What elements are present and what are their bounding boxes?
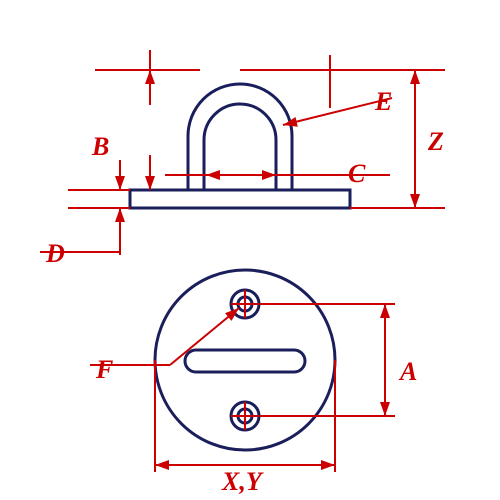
dim-A: A bbox=[260, 304, 417, 416]
plate bbox=[130, 190, 350, 208]
label-C: C bbox=[348, 159, 366, 188]
diagram-canvas: E C B D bbox=[0, 0, 500, 500]
side-view: E C B D bbox=[40, 50, 445, 268]
hole-bottom bbox=[231, 402, 259, 430]
slot bbox=[185, 350, 305, 372]
dim-D: D bbox=[40, 160, 130, 268]
label-Z: Z bbox=[427, 127, 444, 156]
dim-Z: Z bbox=[240, 70, 445, 208]
label-D: D bbox=[45, 239, 65, 268]
label-XY: X,Y bbox=[221, 467, 264, 496]
label-E: E bbox=[374, 87, 392, 116]
label-B: B bbox=[91, 132, 109, 161]
label-F: F bbox=[95, 355, 113, 384]
dim-B: B bbox=[68, 50, 200, 190]
label-A: A bbox=[398, 357, 417, 386]
dim-E: E bbox=[282, 55, 392, 130]
top-view: A X,Y F bbox=[90, 270, 417, 496]
